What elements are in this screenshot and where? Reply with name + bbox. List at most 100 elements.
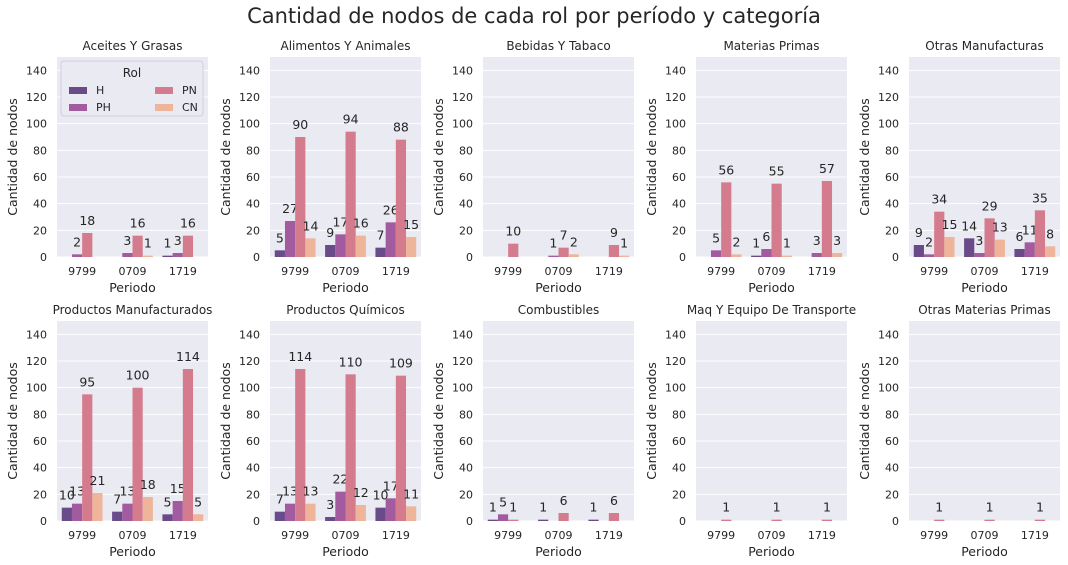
data-label: 1 [752, 236, 760, 251]
data-label: 7 [276, 492, 284, 507]
data-label: 1 [986, 500, 994, 515]
y-tick-label: 120 [26, 91, 47, 104]
y-tick-label: 0 [40, 515, 47, 528]
panel-title: Productos Químicos [286, 303, 405, 317]
y-tick-label: 60 [33, 171, 47, 184]
legend-label: PH [96, 101, 111, 114]
bar-cn [406, 506, 417, 521]
data-label: 1 [722, 500, 730, 515]
bar-pn [1034, 210, 1046, 257]
x-tick-label: 0709 [332, 529, 360, 542]
bar-cn [142, 255, 153, 257]
bar-pn [295, 369, 306, 521]
panel-title: Maq Y Equipo De Transporte [687, 303, 856, 317]
bar-pn [132, 235, 143, 257]
x-tick-label: 1719 [595, 265, 623, 278]
data-label: 13 [303, 484, 319, 499]
bar-cn [731, 254, 742, 257]
bar-cn [1045, 246, 1056, 257]
y-tick-label: 20 [672, 488, 686, 501]
bar-pn [508, 243, 519, 257]
data-label: 18 [140, 477, 156, 492]
y-tick-label: 100 [452, 118, 473, 131]
y-tick-label: 80 [885, 144, 899, 157]
x-axis-label: Periodo [535, 280, 582, 295]
y-tick-label: 140 [239, 328, 260, 341]
data-label: 2 [925, 234, 933, 249]
y-tick-label: 100 [26, 118, 47, 131]
data-label: 13 [282, 484, 298, 499]
panel-title: Otras Manufacturas [925, 39, 1043, 53]
data-label: 34 [931, 192, 947, 207]
y-tick-label: 80 [459, 144, 473, 157]
y-tick-label: 0 [40, 251, 47, 264]
y-tick-label: 120 [665, 355, 686, 368]
plot-area [483, 321, 634, 521]
data-label: 15 [403, 217, 419, 232]
y-tick-label: 80 [672, 408, 686, 421]
bar-h [61, 507, 72, 521]
y-axis-label: Cantidad de nodos [5, 98, 20, 215]
data-label: 18 [79, 213, 95, 228]
data-label: 1 [489, 500, 497, 515]
bar-pn [295, 137, 306, 257]
data-label: 1 [509, 500, 517, 515]
data-label: 5 [164, 494, 172, 509]
data-label: 5 [276, 230, 284, 245]
y-tick-label: 140 [452, 328, 473, 341]
x-tick-label: 9799 [68, 529, 96, 542]
bar-pn [345, 374, 356, 521]
y-tick-label: 140 [452, 64, 473, 77]
bar-ph [548, 255, 559, 257]
data-label: 35 [1032, 190, 1048, 205]
data-label: 6 [1016, 229, 1024, 244]
bar-pn [558, 247, 569, 257]
data-label: 2 [73, 234, 81, 249]
data-label: 15 [170, 481, 186, 496]
y-tick-label: 40 [885, 462, 899, 475]
data-label: 1 [935, 500, 943, 515]
x-tick-label: 9799 [494, 265, 522, 278]
data-label: 88 [393, 120, 409, 135]
y-axis-label: Cantidad de nodos [5, 362, 20, 479]
data-label: 17 [383, 478, 399, 493]
y-tick-label: 40 [672, 198, 686, 211]
x-tick-label: 0709 [119, 265, 147, 278]
y-tick-label: 60 [246, 171, 260, 184]
y-axis-label: Cantidad de nodos [431, 98, 446, 215]
x-tick-label: 1719 [1021, 529, 1049, 542]
panel-title: Alimentos Y Animales [281, 39, 411, 53]
y-tick-label: 20 [33, 488, 47, 501]
y-tick-label: 20 [885, 488, 899, 501]
data-label: 6 [560, 493, 568, 508]
data-label: 9 [915, 225, 923, 240]
bar-cn [568, 254, 579, 257]
y-tick-label: 20 [459, 224, 473, 237]
legend-swatch-pn [155, 87, 173, 94]
y-tick-label: 80 [33, 144, 47, 157]
y-tick-label: 60 [672, 171, 686, 184]
data-label: 16 [130, 216, 146, 231]
y-tick-label: 120 [878, 91, 899, 104]
y-axis-label: Cantidad de nodos [857, 98, 872, 215]
y-tick-label: 40 [33, 198, 47, 211]
x-tick-label: 0709 [332, 265, 360, 278]
bar-h [112, 511, 123, 521]
data-label: 3 [174, 233, 182, 248]
data-label: 57 [819, 161, 835, 176]
bar-pn [984, 218, 995, 257]
legend-swatch-h [69, 87, 87, 94]
y-tick-label: 20 [246, 488, 260, 501]
y-axis-label: Cantidad de nodos [857, 362, 872, 479]
data-label: 1 [164, 236, 172, 251]
bar-h [538, 519, 549, 521]
data-label: 10 [59, 488, 75, 503]
data-label: 7 [560, 228, 568, 243]
legend-label: CN [182, 101, 198, 114]
y-tick-label: 0 [466, 515, 473, 528]
data-label: 1 [539, 500, 547, 515]
bar-cn [142, 497, 153, 521]
data-label: 16 [353, 216, 369, 231]
y-tick-label: 0 [253, 251, 260, 264]
bar-cn [305, 503, 316, 521]
